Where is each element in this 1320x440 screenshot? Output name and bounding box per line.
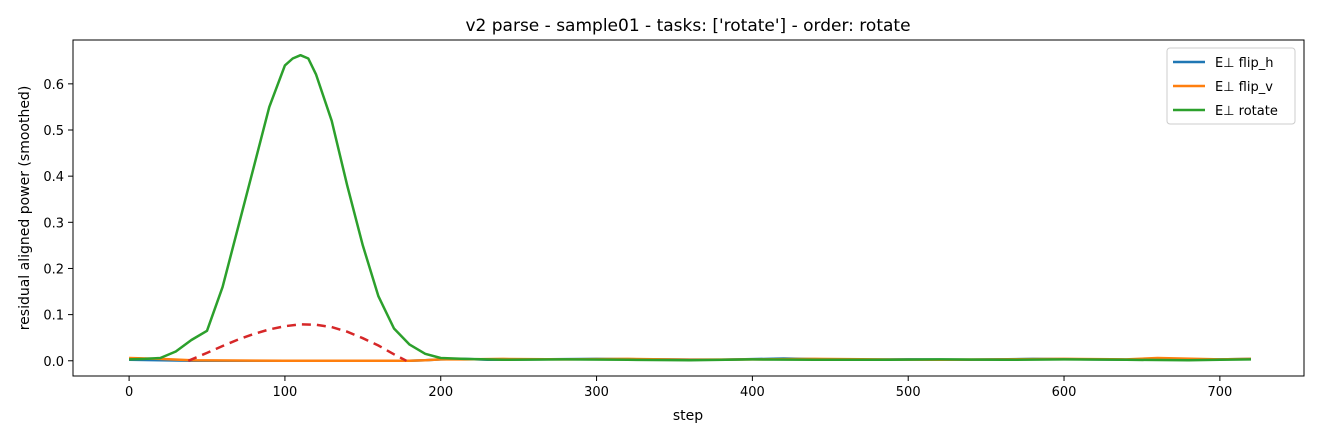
x-axis: 0 100 200 300 400 500 600 700 (125, 376, 1232, 400)
legend-label: E⊥ flip_v (1215, 80, 1273, 95)
x-tick-label: 0 (125, 385, 133, 400)
y-tick-label: 0.2 (43, 262, 64, 277)
x-axis-label: step (673, 408, 703, 424)
x-tick-label: 300 (584, 385, 609, 400)
legend: E⊥ flip_h E⊥ flip_v E⊥ rotate (1166, 47, 1296, 125)
x-tick-label: 600 (1052, 385, 1077, 400)
chart-title: v2 parse - sample01 - tasks: ['rotate'] … (465, 16, 910, 36)
y-tick-label: 0.0 (43, 355, 64, 370)
y-tick-label: 0.6 (43, 78, 64, 93)
x-tick-label: 700 (1207, 385, 1232, 400)
y-tick-label: 0.4 (43, 170, 64, 185)
y-tick-label: 0.3 (43, 216, 64, 231)
y-tick-label: 0.5 (43, 124, 64, 139)
legend-label: E⊥ rotate (1215, 104, 1278, 119)
y-axis: 0.0 0.1 0.2 0.3 0.4 0.5 0.6 (43, 78, 73, 370)
series-line-3 (129, 53, 1252, 362)
plot-frame (72, 39, 1305, 377)
x-tick-label: 400 (740, 385, 765, 400)
y-axis-label: residual aligned power (smoothed) (17, 86, 33, 331)
x-tick-label: 500 (896, 385, 921, 400)
y-tick-label: 0.1 (43, 309, 64, 324)
legend-box (1166, 47, 1296, 125)
legend-label: E⊥ flip_h (1215, 56, 1273, 71)
x-tick-label: 100 (273, 385, 298, 400)
plot-lines (129, 53, 1252, 363)
x-tick-label: 200 (428, 385, 453, 400)
